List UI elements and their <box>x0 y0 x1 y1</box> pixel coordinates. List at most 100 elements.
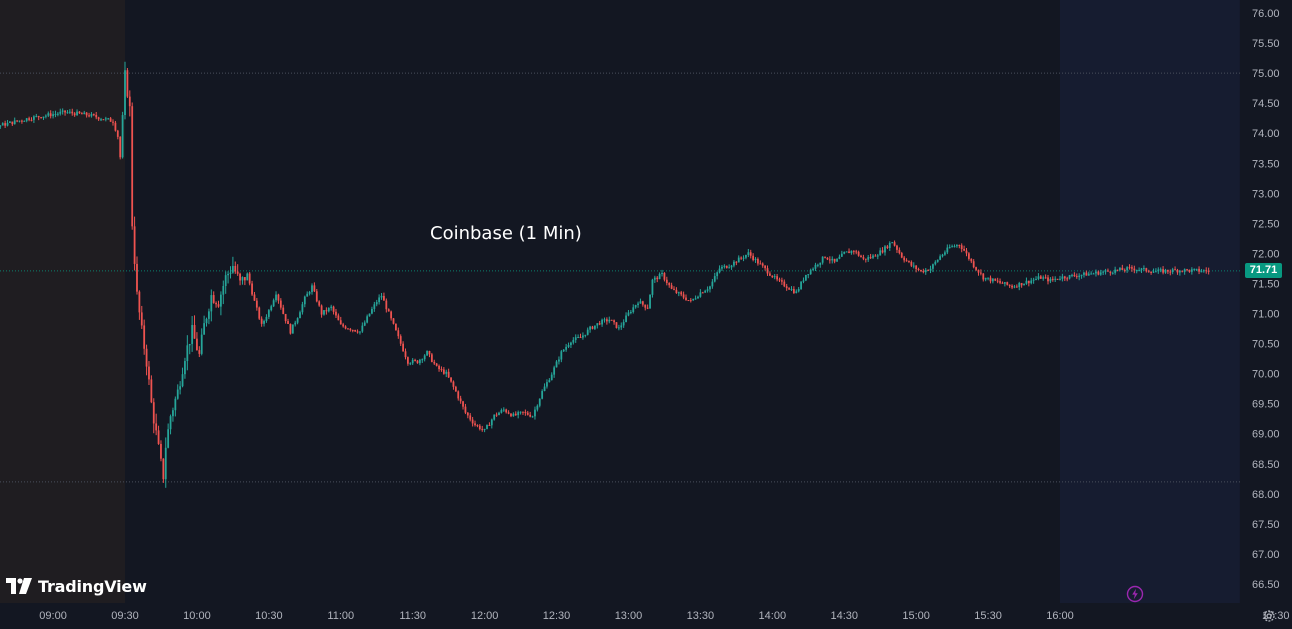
candle-body <box>1162 269 1164 273</box>
candle-body <box>929 268 932 271</box>
candle-body <box>682 294 685 298</box>
candle-body <box>838 256 841 259</box>
candle-body <box>615 322 618 328</box>
candle-body <box>191 325 194 344</box>
candle-body <box>40 117 42 119</box>
candle-body <box>773 276 776 278</box>
candle-body <box>603 319 606 321</box>
candle-body <box>435 363 438 366</box>
candle-body <box>265 316 268 321</box>
candle-body <box>819 262 822 265</box>
candle-body <box>1054 278 1057 280</box>
candle-body <box>1166 269 1169 272</box>
candle-body <box>1193 268 1196 270</box>
candle-body <box>92 114 95 116</box>
candle-body <box>184 361 186 375</box>
candle-body <box>735 261 738 263</box>
candle-body <box>476 425 479 427</box>
candle-body <box>541 391 544 399</box>
candle-body <box>102 119 105 121</box>
candle-body <box>380 295 383 298</box>
candle-body <box>860 255 862 258</box>
candle-body <box>1128 267 1131 269</box>
candle-body <box>884 246 886 253</box>
candle-body <box>411 359 414 364</box>
price-tick-label: 73.00 <box>1252 188 1280 200</box>
candle-body <box>505 409 508 413</box>
candle-body <box>1018 283 1021 288</box>
settings-gear-icon[interactable] <box>1262 609 1276 623</box>
candle-body <box>1008 284 1011 286</box>
candle-body <box>246 273 249 281</box>
candle-body <box>198 350 201 354</box>
candle-body <box>1037 276 1040 279</box>
candle-body <box>231 265 234 273</box>
candle-body <box>843 252 846 254</box>
candle-body <box>1027 280 1030 284</box>
candle-body <box>649 294 651 309</box>
candle-body <box>608 319 611 322</box>
price-tick-label: 73.50 <box>1252 158 1280 170</box>
candle-body <box>824 256 826 258</box>
time-axis[interactable]: 09:00 09:30 10:00 10:30 11:00 11:30 12:00 12:30… <box>39 610 1292 622</box>
candle-body <box>493 414 496 420</box>
candle-body <box>1104 270 1107 272</box>
candle-body <box>589 326 592 330</box>
candle-body <box>303 296 306 305</box>
candle-body <box>1051 278 1054 280</box>
lightning-bolt-icon[interactable] <box>1126 585 1144 603</box>
price-axis[interactable]: 76.00 75.50 75.00 74.50 74.00 73.50 73.00 72.50… <box>1252 8 1280 591</box>
candle-body <box>531 416 534 418</box>
candle-body <box>1119 267 1121 270</box>
candle-body <box>816 264 819 266</box>
candle-body <box>342 324 345 327</box>
candle-body <box>486 424 488 429</box>
candle-body <box>507 412 510 414</box>
candle-body <box>1176 269 1179 273</box>
candle-body <box>1023 283 1025 286</box>
candle-body <box>164 447 167 480</box>
candle-body <box>169 416 172 430</box>
candle-body <box>193 325 196 339</box>
candle-body <box>629 312 632 314</box>
candle-body <box>1186 269 1188 271</box>
candle-body <box>886 246 889 249</box>
candle-body <box>577 337 580 339</box>
candle-body <box>44 115 47 117</box>
candle-body <box>939 256 942 260</box>
candle-body <box>989 277 992 282</box>
candle-body <box>601 319 603 325</box>
candle-body <box>80 113 83 115</box>
candle-body <box>335 311 337 316</box>
candle-body <box>1154 271 1157 273</box>
candle-body <box>203 323 206 335</box>
candle-body <box>133 226 136 264</box>
candle-body <box>438 365 440 370</box>
candle-body <box>546 382 548 387</box>
candle-body <box>737 257 740 263</box>
candle-body <box>1188 269 1191 272</box>
candle-body <box>138 291 141 313</box>
candle-body <box>1042 277 1045 279</box>
candle-body <box>987 277 989 279</box>
candle-body <box>71 111 74 114</box>
candle-body <box>23 120 26 122</box>
tradingview-logo[interactable]: TradingView <box>6 575 147 597</box>
candle-body <box>56 113 59 115</box>
candle-body <box>88 115 90 117</box>
candle-body <box>543 386 546 392</box>
candle-body <box>833 258 836 262</box>
candle-body <box>936 259 939 262</box>
candle-body <box>318 301 321 306</box>
candle-body <box>418 359 421 364</box>
candle-body <box>1116 269 1119 271</box>
candle-body <box>1195 268 1198 270</box>
candle-body <box>1114 269 1117 273</box>
candle-body <box>550 374 553 381</box>
candle-body <box>13 120 16 125</box>
time-tick-label: 17:30 <box>1262 610 1290 622</box>
candle-body <box>685 297 687 301</box>
candle-body <box>632 307 635 313</box>
